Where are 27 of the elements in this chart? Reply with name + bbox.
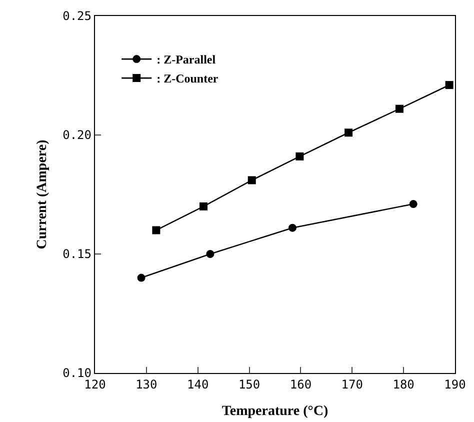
x-tick-label: 190 [444,378,466,392]
legend-label: : Z-Counter [156,72,219,86]
x-tick-label: 140 [187,378,209,392]
point [288,224,296,232]
point [200,202,208,210]
x-tick-label: 130 [136,378,158,392]
x-tick-label: 150 [238,378,260,392]
x-tick-label: 170 [341,378,363,392]
x-tick-label: 180 [392,378,414,392]
point [344,128,353,137]
y-tick-label: 0.15 [62,247,92,262]
point [296,152,304,160]
point [206,250,214,258]
point [409,200,418,208]
point [445,81,454,90]
y-tick-label: 0.10 [62,366,92,380]
point [152,226,160,234]
point [137,274,146,282]
point [395,104,404,113]
x-tick-label: 120 [84,378,106,392]
x-axis-title: Temperature (°C) [222,404,328,419]
x-tick-label: 160 [290,378,312,392]
legend-label: : Z-Parallel [156,52,216,67]
y-axis-title: Current (Ampere) [35,139,50,250]
y-tick-label: 0.20 [62,128,92,142]
y-tick-label: 0.25 [62,9,92,24]
point [248,176,256,184]
